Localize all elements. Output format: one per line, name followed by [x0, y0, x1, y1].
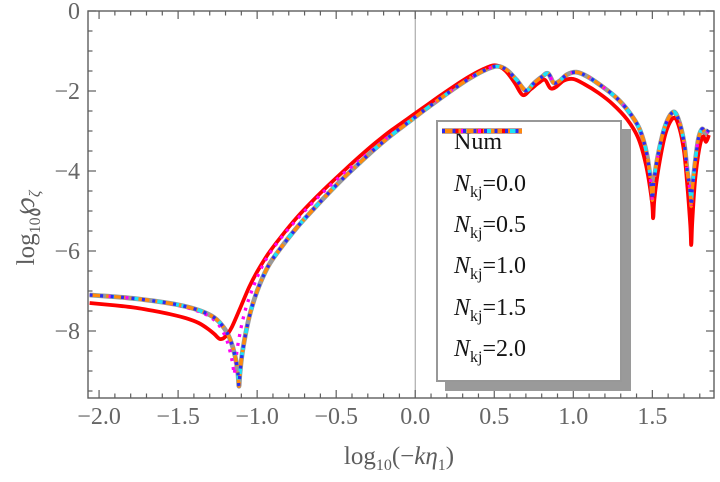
y-axis-label-log: log [13, 233, 40, 266]
eta-subscript: 1 [437, 457, 446, 474]
x-tick-label: −0.5 [314, 404, 358, 430]
legend-swatch-dotted-blue [442, 128, 522, 134]
axis-ticks [88, 10, 714, 398]
legend: Num Nkj=0.0 Nkj=0.5 Nkj=1.0 Nkj=1.5 Nkj=… [436, 120, 622, 382]
x-tick-label: −1.5 [156, 404, 200, 430]
curve-N_kj=1.5 [89, 64, 711, 388]
y-tick-label: −2 [54, 79, 80, 105]
y-axis-label: log10℘ζ [7, 191, 45, 266]
legend-label: Nkj=0.0 [454, 170, 527, 201]
legend-item-nkj-05: Nkj=0.5 [442, 128, 620, 247]
legend-label: Nkj=1.5 [454, 294, 527, 325]
eta-symbol: η [425, 443, 438, 470]
tick-labels: −2.0 −1.5 −1.0 −0.5 0.0 0.5 1.0 1.5 0 −2 −4 −6 −8 [54, 0, 667, 430]
legend-label: Nkj=2.0 [454, 335, 527, 366]
curves [89, 63, 711, 389]
legend-swatch-dashdot-orange [442, 128, 522, 134]
legend-item-nkj-10: Nkj=1.0 [442, 128, 620, 289]
x-axis-label-open-paren: (− [391, 443, 415, 470]
legend-item-nkj-15: Nkj=1.5 [442, 128, 620, 330]
y-tick-label: 0 [68, 0, 80, 25]
x-tick-label: 1.5 [637, 404, 667, 430]
y-tick-label: −8 [54, 319, 80, 345]
legend-label: Nkj=0.5 [454, 211, 527, 242]
x-axis-label: log10(−kη1) [344, 443, 454, 475]
x-tick-label: 0.0 [400, 404, 430, 430]
y-tick-label: −6 [54, 239, 80, 265]
script-P-symbol: ℘ [7, 197, 41, 218]
k-symbol: k [414, 443, 426, 470]
y-tick-label: −4 [54, 159, 80, 185]
y-axis-label-base: 10 [27, 217, 44, 234]
x-tick-label: 0.5 [479, 404, 509, 430]
x-axis-label-log: log [343, 443, 376, 470]
x-axis-label-close-paren: ) [445, 443, 455, 470]
legend-item-nkj-0: Nkj=0.0 [442, 128, 620, 206]
zeta-subscript: ζ [27, 190, 44, 198]
x-tick-label: 1.0 [558, 404, 588, 430]
legend-item-nkj-20: Nkj=2.0 [442, 128, 620, 371]
legend-label: Nkj=1.0 [454, 253, 527, 284]
x-tick-label: −2.0 [77, 404, 121, 430]
x-axis-label-base: 10 [375, 457, 392, 474]
plot-frame [87, 10, 715, 399]
x-tick-label: −1.0 [235, 404, 279, 430]
